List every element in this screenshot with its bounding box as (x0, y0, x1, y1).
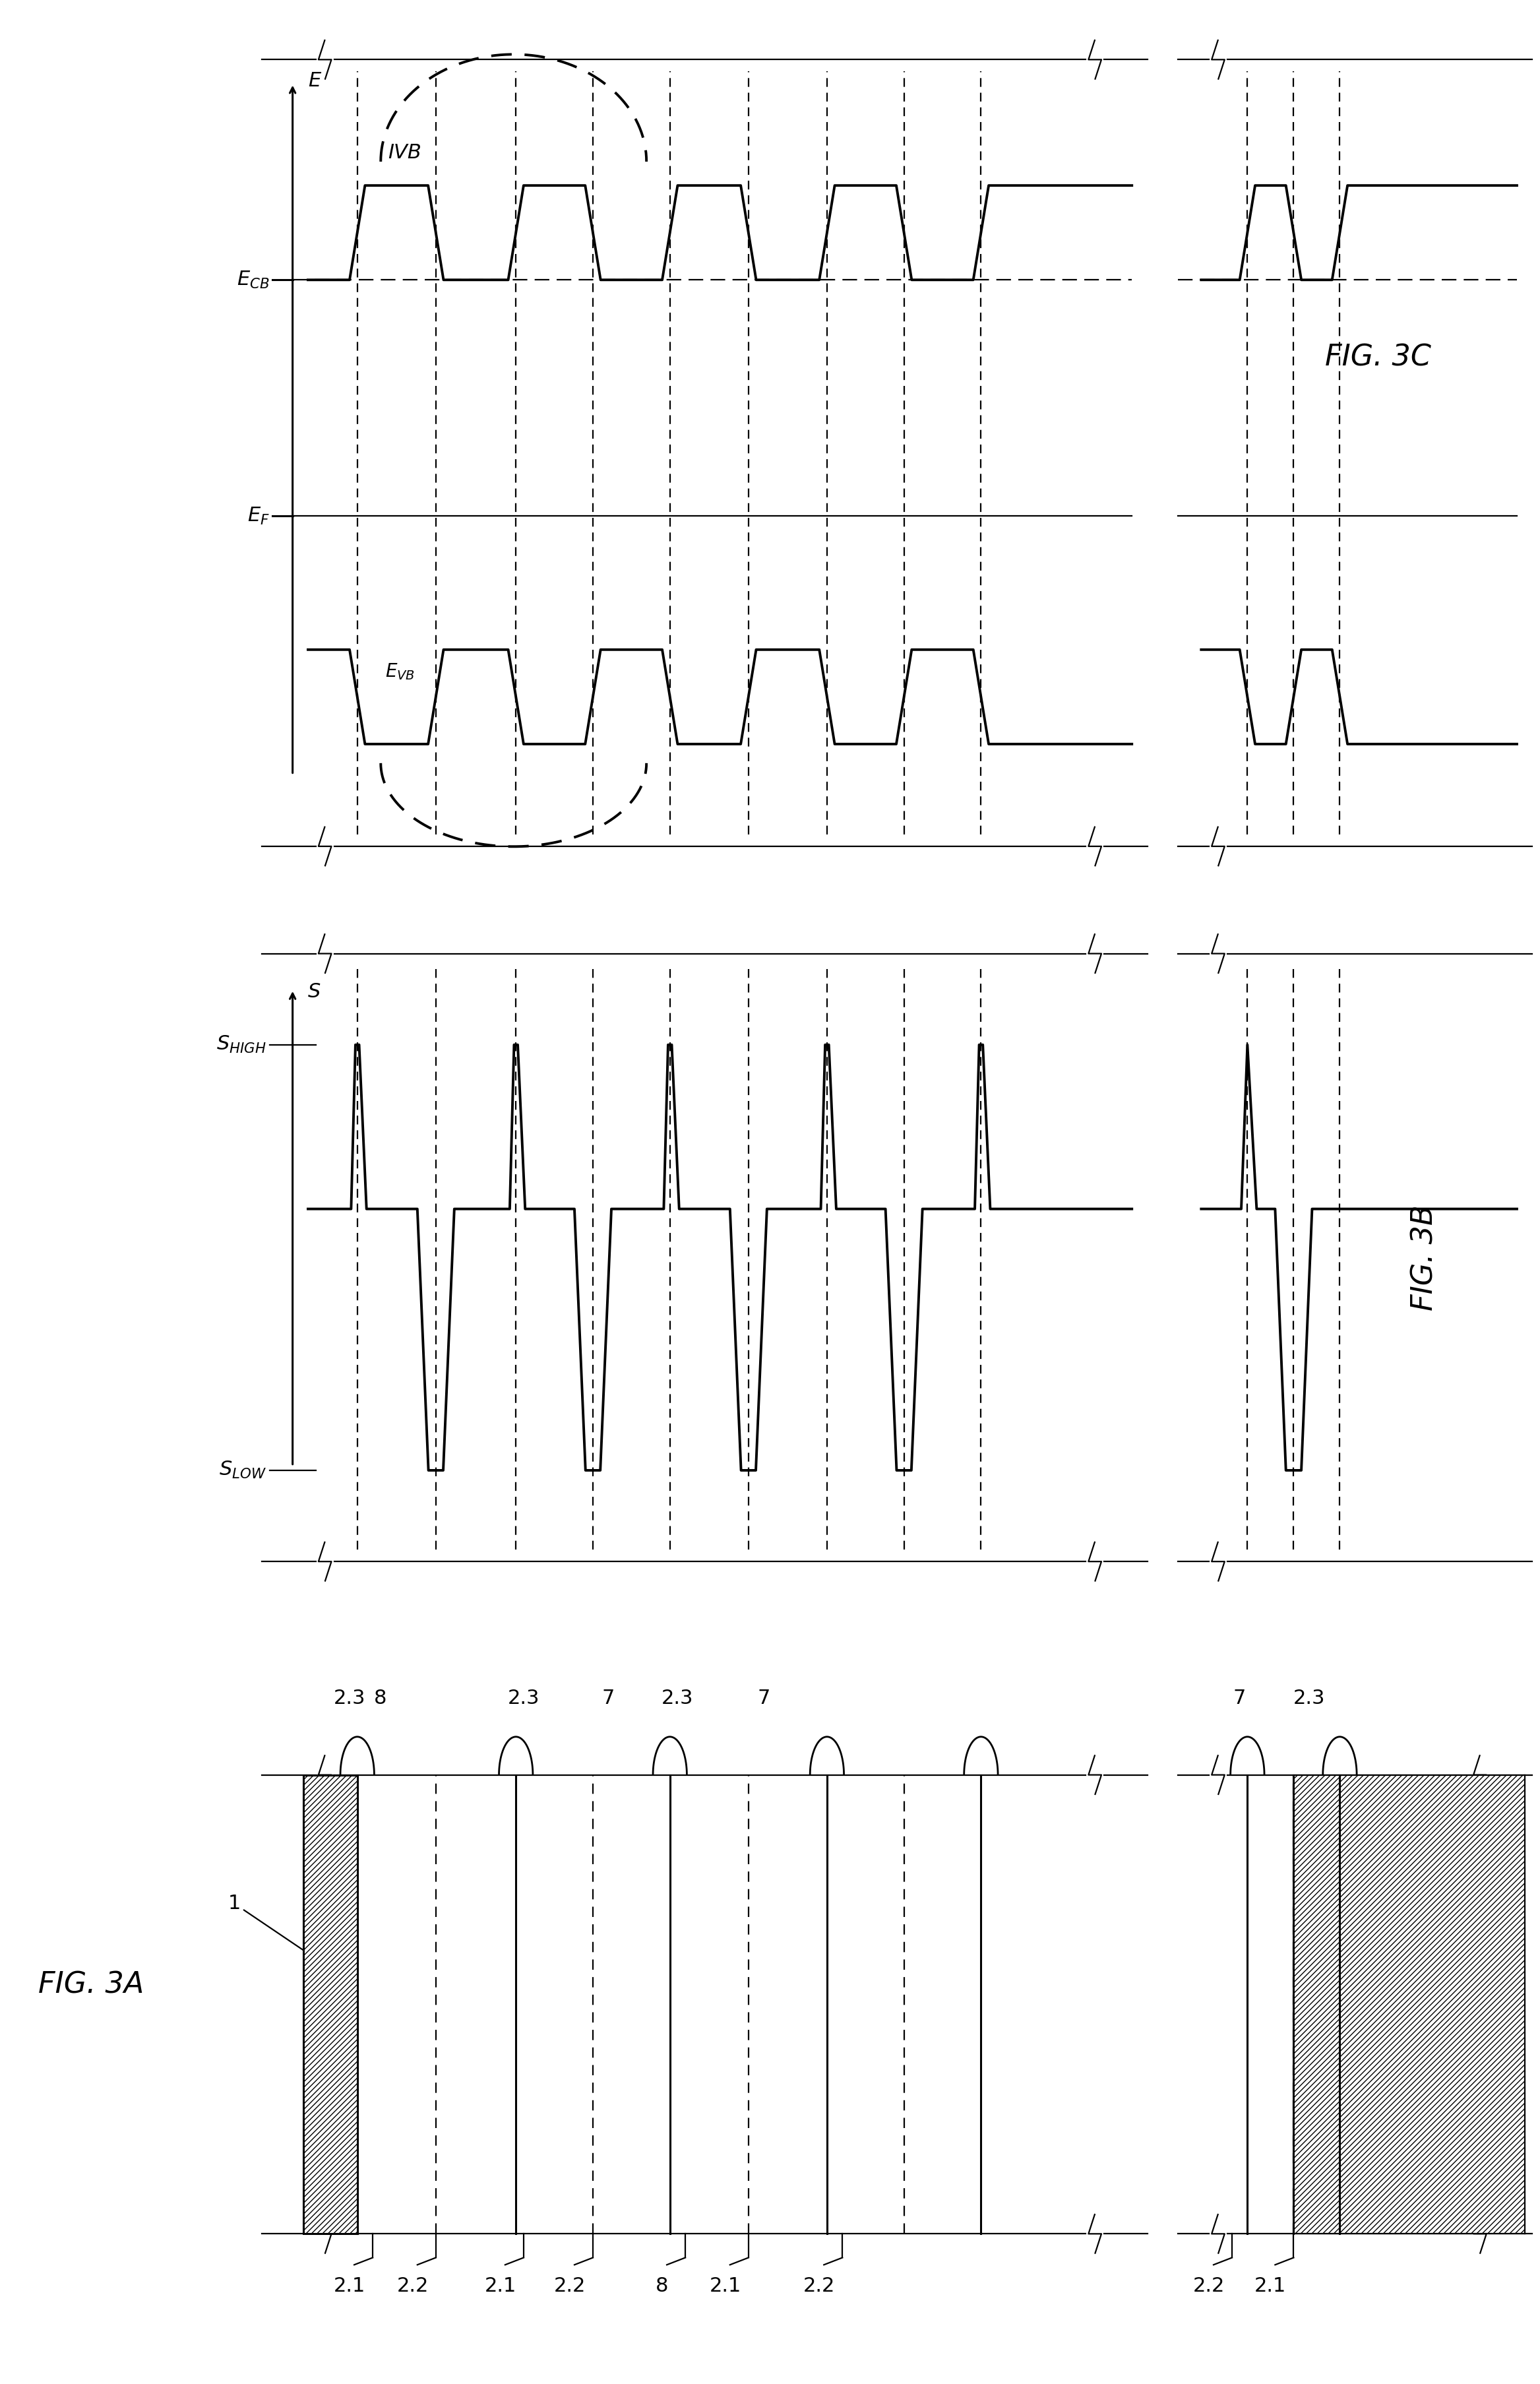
Text: 7: 7 (602, 1688, 614, 1707)
Bar (303, 1774, 357, 2234)
Bar (1294, 1774, 1525, 2234)
Text: $S_{HIGH}$: $S_{HIGH}$ (217, 1035, 266, 1056)
Text: FIG. 3B: FIG. 3B (1411, 1204, 1438, 1311)
Text: 2.2: 2.2 (804, 2277, 835, 2296)
Text: FIG. 3A: FIG. 3A (38, 1972, 145, 1998)
Text: 2.3: 2.3 (1294, 1688, 1324, 1707)
Text: 7: 7 (1234, 1688, 1246, 1707)
Text: 2.2: 2.2 (397, 2277, 428, 2296)
Text: 2.2: 2.2 (554, 2277, 585, 2296)
Text: $E_{CB}$: $E_{CB}$ (237, 269, 269, 291)
Text: E: E (308, 72, 320, 91)
Text: S: S (308, 982, 320, 1001)
Text: $E_{VB}$: $E_{VB}$ (385, 660, 414, 682)
Text: FIG. 3C: FIG. 3C (1326, 343, 1431, 372)
Text: 1: 1 (228, 1893, 348, 1981)
Text: 2.2: 2.2 (1194, 2277, 1224, 2296)
Text: 2.3: 2.3 (334, 1688, 365, 1707)
Text: 2.3: 2.3 (508, 1688, 539, 1707)
Text: 8: 8 (374, 1688, 387, 1707)
Text: $E_F$: $E_F$ (248, 505, 269, 527)
Text: 7: 7 (758, 1688, 770, 1707)
Text: 2.1: 2.1 (485, 2277, 516, 2296)
Text: 8: 8 (656, 2277, 668, 2296)
Text: 2.3: 2.3 (662, 1688, 693, 1707)
Text: 2.1: 2.1 (334, 2277, 365, 2296)
Text: 2.1: 2.1 (710, 2277, 741, 2296)
Text: $S_{LOW}$: $S_{LOW}$ (219, 1459, 266, 1480)
Text: 2.1: 2.1 (1255, 2277, 1286, 2296)
Text: IVB: IVB (388, 143, 422, 162)
